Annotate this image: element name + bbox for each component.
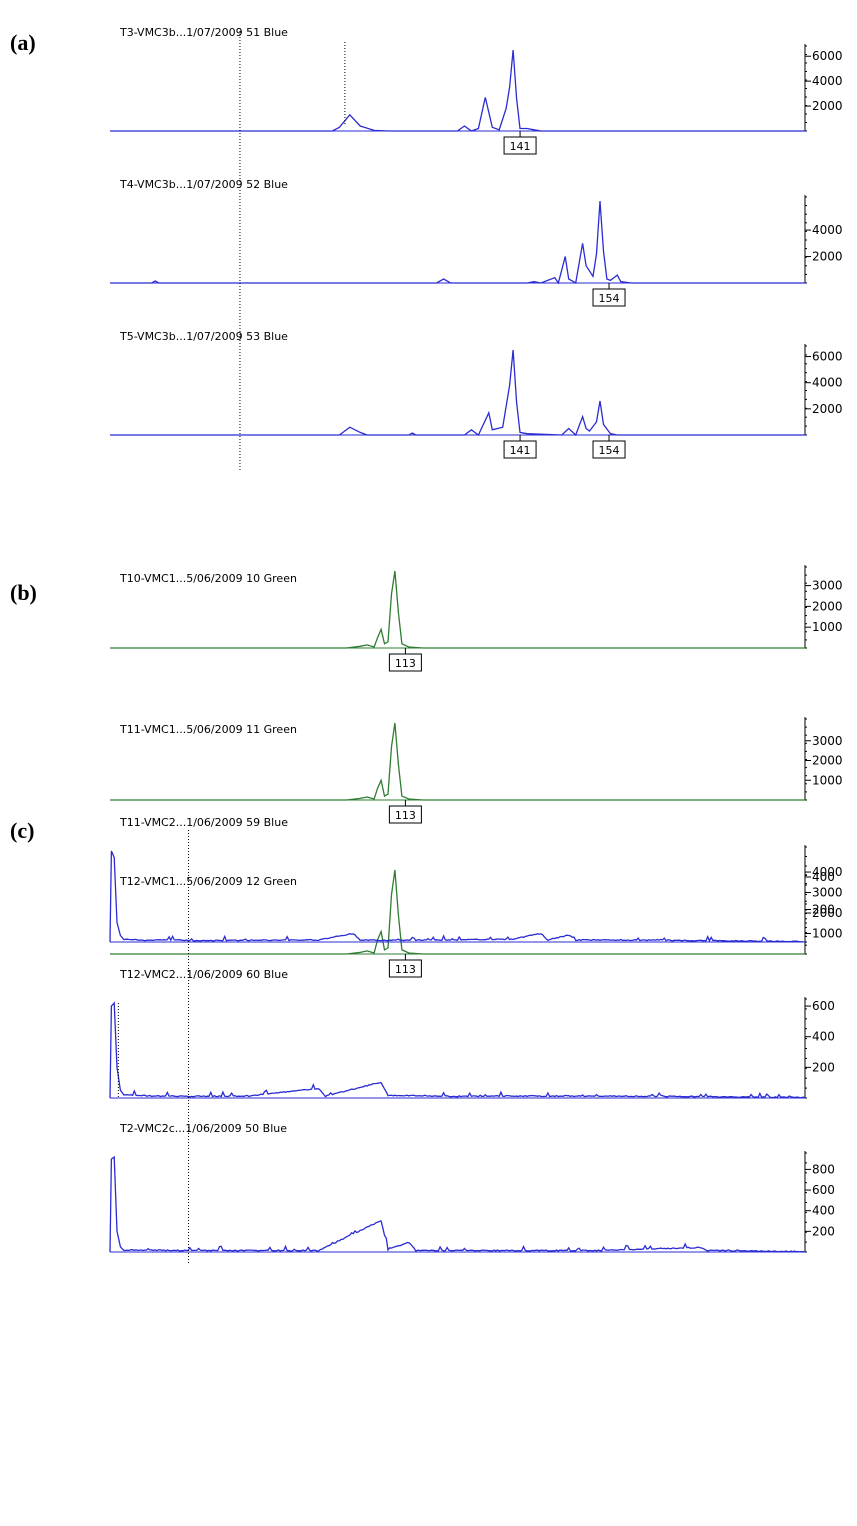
trace-title: T4-VMC3b...1/07/2009 52 Blue [119, 178, 288, 191]
trace-title: T11-VMC2...1/06/2009 59 Blue [119, 816, 288, 829]
callout-label: 141 [510, 140, 531, 153]
y-tick-label: 400 [812, 1204, 835, 1218]
trace: T3-VMC3b...1/07/2009 51 Blue 6000 4000 2000… [110, 26, 843, 155]
panel-label: (c) [10, 818, 34, 843]
trace-line [110, 869, 805, 955]
y-tick-label: 3000 [812, 579, 843, 593]
y-tick-label: 1000 [812, 773, 843, 787]
callout-label: 113 [395, 657, 416, 670]
trace-line [109, 1155, 806, 1253]
panel-c: (c) T11-VMC2...1/06/2009 59 Blue400200T12… [10, 816, 835, 1265]
y-tick-label: 2000 [812, 906, 843, 920]
trace-line [110, 722, 805, 801]
panel-label: (a) [10, 30, 36, 55]
callout-label: 113 [395, 963, 416, 976]
trace-title: T2-VMC2c...1/06/2009 50 Blue [119, 1122, 287, 1135]
callout-box [503, 440, 537, 459]
trace-title: T10-VMC1...5/06/2009 10 Green [119, 572, 297, 585]
y-tick-label: 600 [812, 999, 835, 1013]
trace-title: T12-VMC1...5/06/2009 12 Green [119, 875, 297, 888]
y-tick-label: 1000 [812, 620, 843, 634]
trace-line [109, 1001, 806, 1099]
panel-b: (b) T10-VMC1...5/06/2009 10 Green 3000 2000… [10, 565, 843, 978]
y-tick-label: 4000 [812, 865, 843, 879]
y-tick-label: 400 [812, 1030, 835, 1044]
y-tick-label: 6000 [812, 350, 843, 364]
callout-box [388, 959, 422, 978]
callout-label: 154 [599, 292, 620, 305]
y-tick-label: 4000 [812, 223, 843, 237]
trace: T12-VMC2...1/06/2009 60 Blue 600 400 200 [109, 968, 835, 1099]
callout-box [388, 805, 422, 824]
trace: T10-VMC1...5/06/2009 10 Green 3000 2000 100… [110, 565, 843, 672]
y-tick-label: 1000 [812, 927, 843, 941]
y-tick-label: 3000 [812, 886, 843, 900]
chart-root: (a) T3-VMC3b...1/07/2009 51 Blue 6000 4000 2… [10, 26, 843, 1265]
callout-box [592, 288, 626, 307]
y-tick-label: 2000 [812, 250, 843, 264]
trace-line [109, 850, 806, 943]
trace: T2-VMC2c...1/06/2009 50 Blue 800 600 400 200 [109, 1122, 835, 1253]
y-tick-label: 2000 [812, 599, 843, 613]
trace-line [110, 200, 805, 285]
panel-a: (a) T3-VMC3b...1/07/2009 51 Blue 6000 4000 2… [10, 26, 843, 470]
trace-title: T11-VMC1...5/06/2009 11 Green [119, 723, 297, 736]
trace-title: T3-VMC3b...1/07/2009 51 Blue [119, 26, 288, 39]
y-tick-label: 3000 [812, 734, 843, 748]
callout-label: 154 [599, 444, 620, 457]
y-tick-label: 800 [812, 1162, 835, 1176]
y-tick-label: 200 [812, 1060, 835, 1074]
trace: T11-VMC2...1/06/2009 59 Blue 400 200 [109, 816, 835, 943]
y-tick-label: 4000 [812, 376, 843, 390]
callout-box [388, 653, 422, 672]
y-tick-label: 600 [812, 1183, 835, 1197]
y-tick-label: 2000 [812, 99, 843, 113]
callout-box [503, 136, 537, 155]
trace-line [110, 49, 805, 132]
trace-title: T12-VMC2...1/06/2009 60 Blue [119, 968, 288, 981]
y-tick-label: 2000 [812, 402, 843, 416]
y-tick-label: 4000 [812, 74, 843, 88]
y-tick-label: 200 [812, 1224, 835, 1238]
trace-line [110, 570, 805, 649]
trace: T5-VMC3b...1/07/2009 53 Blue 6000 4000 2000… [110, 330, 843, 459]
trace: T11-VMC1...5/06/2009 11 Green 3000 2000 100… [110, 717, 843, 824]
trace: T12-VMC1...5/06/2009 12 Green 4000 3000 200… [110, 864, 843, 978]
y-tick-label: 200 [812, 903, 835, 917]
panel-label: (b) [10, 580, 37, 605]
callout-box [592, 440, 626, 459]
y-tick-label: 400 [812, 870, 835, 884]
trace: T4-VMC3b...1/07/2009 52 Blue 4000 2000 154 [110, 178, 843, 307]
callout-label: 113 [395, 809, 416, 822]
callout-label: 141 [510, 444, 531, 457]
trace-line [110, 349, 805, 437]
y-tick-label: 2000 [812, 754, 843, 768]
y-tick-label: 6000 [812, 49, 843, 63]
trace-title: T5-VMC3b...1/07/2009 53 Blue [119, 330, 288, 343]
